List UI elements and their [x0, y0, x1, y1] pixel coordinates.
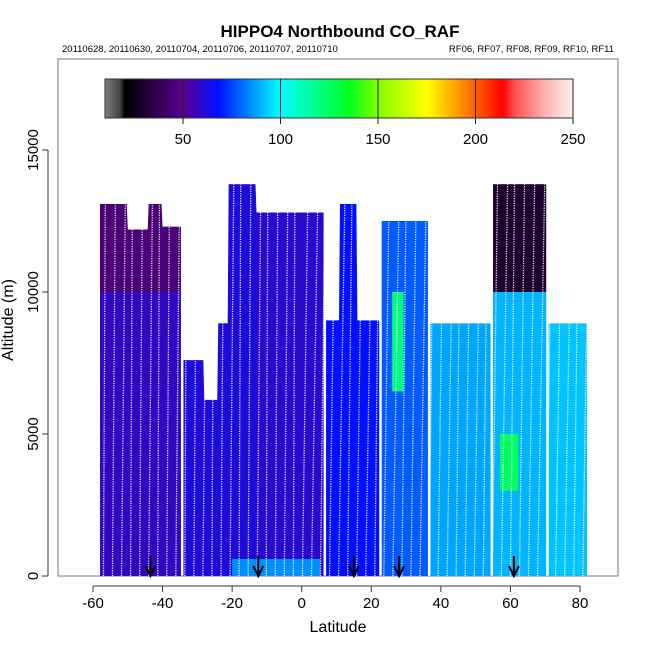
- x-tick-label: -40: [152, 595, 174, 612]
- x-tick-label: -60: [82, 595, 104, 612]
- flight-track: [175, 184, 181, 576]
- flight-track: [274, 184, 279, 576]
- flight-track: [292, 184, 296, 576]
- y-tick-label: 5000: [25, 417, 42, 450]
- data-cells: [99, 184, 587, 576]
- flight-track: [166, 184, 171, 576]
- y-tick-label: 0: [25, 572, 42, 580]
- flight-track: [310, 184, 319, 576]
- arrow-down-icon: [347, 556, 360, 579]
- x-tick-label: -20: [221, 595, 243, 612]
- chart-title: HIPPO4 Northbound CO_RAF: [221, 22, 460, 41]
- flight-track: [383, 184, 390, 576]
- flight-track: [536, 184, 546, 576]
- flight-track: [337, 184, 346, 576]
- flight-track: [283, 184, 289, 576]
- y-tick-label: 10000: [25, 271, 42, 313]
- data-cell: [430, 323, 491, 576]
- flight-track: [346, 184, 353, 576]
- flight-track: [256, 184, 262, 576]
- flight-track: [247, 184, 252, 576]
- flight-track: [500, 184, 509, 576]
- chart-subtitle-dates: 20110628, 20110630, 20110704, 20110706, …: [62, 44, 338, 55]
- flight-track: [157, 184, 161, 576]
- flight-track: [527, 184, 536, 576]
- x-tick-label: 80: [572, 595, 589, 612]
- colorbar-tick-label: 100: [268, 131, 293, 148]
- data-cell: [256, 212, 324, 576]
- colorbar-tick-label: 200: [463, 131, 488, 148]
- flight-track: [410, 184, 418, 576]
- y-tick-label: 15000: [25, 129, 42, 171]
- x-tick-label: 0: [298, 595, 306, 612]
- flight-track: [401, 184, 407, 576]
- data-cell: [493, 184, 547, 292]
- flight-track: [301, 184, 309, 576]
- flight-track: [229, 184, 235, 576]
- sounding-markers: [144, 556, 520, 579]
- data-cell: [499, 434, 519, 491]
- colorbar-tick-label: 250: [560, 131, 585, 148]
- flight-track: [419, 184, 428, 576]
- flight-track: [518, 184, 526, 576]
- data-cell: [232, 558, 321, 576]
- x-axis-label: Latitude: [310, 619, 367, 636]
- y-axis-label: Altitude (m): [0, 279, 17, 361]
- axes: -60 -40 -20 0 20 40 60 80 0 5000 10000 15000: [25, 129, 588, 612]
- colorbar: 50 100 150 200 250: [104, 78, 586, 148]
- arrow-down-icon: [144, 556, 157, 579]
- arrow-down-icon: [393, 556, 406, 579]
- x-tick-label: 40: [433, 595, 450, 612]
- colorbar-tick-label: 50: [175, 131, 192, 148]
- arrow-down-icon: [252, 556, 265, 579]
- colorbar-gradient: [104, 78, 574, 119]
- x-tick-label: 20: [363, 595, 380, 612]
- x-tick-label: 60: [502, 595, 519, 612]
- flight-track: [129, 184, 134, 576]
- arrow-down-icon: [508, 556, 520, 579]
- flight-track: [138, 184, 144, 576]
- flight-track: [319, 184, 326, 576]
- flight-track: [491, 184, 499, 576]
- flight-track: [509, 184, 516, 576]
- chart-subtitle-flights: RF06, RF07, RF08, RF09, RF10, RF11: [449, 44, 614, 55]
- flight-track: [102, 184, 107, 576]
- colorbar-tick-label: 150: [365, 131, 390, 148]
- data-cell: [392, 292, 404, 392]
- flight-track: [111, 184, 117, 576]
- data-cell: [548, 323, 587, 576]
- flight-track: [238, 184, 242, 576]
- flight-track: [265, 184, 269, 576]
- flight-track: [120, 184, 127, 576]
- flight-track: [392, 184, 401, 576]
- flight-track: [148, 184, 154, 576]
